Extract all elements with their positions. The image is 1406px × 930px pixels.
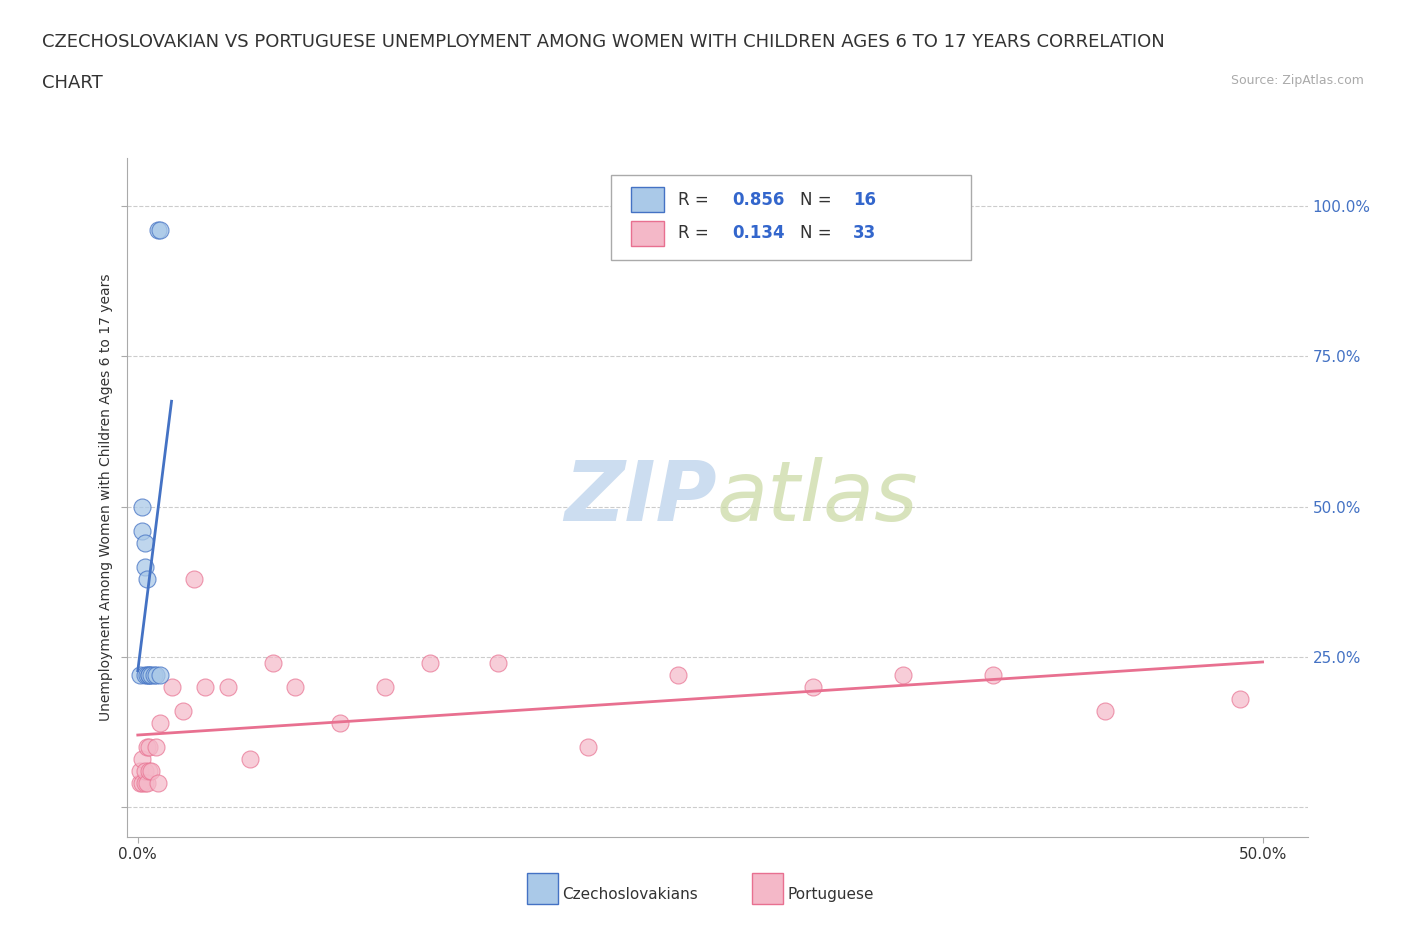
Point	[145, 668, 167, 683]
Text: Czechoslovakians: Czechoslovakians	[562, 887, 699, 902]
Point	[138, 739, 160, 754]
Text: CHART: CHART	[42, 74, 103, 92]
Text: atlas: atlas	[717, 457, 918, 538]
Text: 0.856: 0.856	[733, 191, 785, 208]
Point	[129, 668, 152, 683]
Point	[1229, 691, 1251, 706]
FancyBboxPatch shape	[610, 175, 972, 260]
Point	[981, 668, 1004, 683]
Point	[194, 679, 217, 694]
Point	[217, 679, 239, 694]
Point	[138, 668, 160, 683]
Point	[131, 499, 153, 514]
Text: N =: N =	[800, 224, 837, 243]
Text: Source: ZipAtlas.com: Source: ZipAtlas.com	[1230, 74, 1364, 87]
Text: Portuguese: Portuguese	[787, 887, 875, 902]
Text: 33: 33	[853, 224, 876, 243]
Point	[131, 524, 153, 538]
Text: ZIP: ZIP	[564, 457, 717, 538]
Point	[149, 668, 172, 683]
Point	[134, 668, 156, 683]
Point	[374, 679, 396, 694]
Point	[149, 715, 172, 730]
Point	[135, 739, 157, 754]
Point	[135, 776, 157, 790]
Text: R =: R =	[678, 191, 714, 208]
Point	[135, 668, 157, 683]
Point	[134, 535, 156, 550]
Point	[576, 739, 599, 754]
Text: CZECHOSLOVAKIAN VS PORTUGUESE UNEMPLOYMENT AMONG WOMEN WITH CHILDREN AGES 6 TO 1: CZECHOSLOVAKIAN VS PORTUGUESE UNEMPLOYME…	[42, 33, 1166, 50]
Text: R =: R =	[678, 224, 714, 243]
Text: 16: 16	[853, 191, 876, 208]
Point	[135, 571, 157, 586]
Point	[801, 679, 824, 694]
Point	[131, 776, 153, 790]
Point	[142, 668, 165, 683]
Point	[172, 703, 194, 718]
Point	[486, 656, 509, 671]
Point	[891, 668, 914, 683]
Point	[129, 776, 152, 790]
Point	[329, 715, 352, 730]
Bar	[631, 187, 664, 212]
Point	[284, 679, 307, 694]
Point	[138, 668, 160, 683]
Point	[666, 668, 689, 683]
Point	[146, 223, 169, 238]
Point	[149, 223, 172, 238]
Point	[138, 764, 160, 778]
Bar	[631, 220, 664, 246]
Point	[134, 559, 156, 574]
Point	[160, 679, 183, 694]
Point	[183, 571, 205, 586]
Y-axis label: Unemployment Among Women with Children Ages 6 to 17 years: Unemployment Among Women with Children A…	[98, 273, 112, 722]
Text: N =: N =	[800, 191, 837, 208]
Text: 0.134: 0.134	[733, 224, 785, 243]
Point	[141, 668, 163, 683]
Point	[262, 656, 284, 671]
Point	[419, 656, 441, 671]
Point	[131, 751, 153, 766]
Point	[129, 764, 152, 778]
Point	[141, 764, 163, 778]
Point	[145, 739, 167, 754]
Point	[134, 776, 156, 790]
Point	[134, 764, 156, 778]
Point	[1094, 703, 1116, 718]
Point	[146, 776, 169, 790]
Point	[239, 751, 262, 766]
